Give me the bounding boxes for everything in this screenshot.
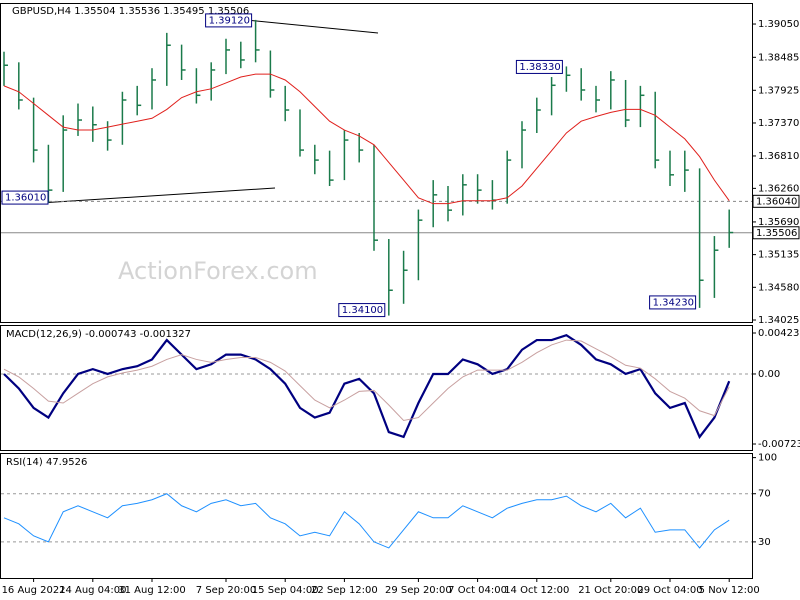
price-box-label: 1.35506 (756, 228, 797, 239)
macd-title: MACD(12,26,9) -0.000743 -0.001327 (6, 329, 191, 340)
indicator-line (3, 493, 730, 549)
y-tick-label: 0.004231 (758, 328, 800, 339)
y-tick-label: 1.34580 (758, 282, 799, 293)
x-tick-label: 7 Oct 04:00 (448, 585, 507, 596)
macd-panel (0, 325, 753, 451)
annotation-label: 1.38330 (519, 62, 560, 73)
y-tick-label: 0.00 (758, 369, 780, 380)
x-tick-label: 16 Aug 2021 (2, 585, 66, 596)
y-tick-label: 1.37925 (758, 85, 799, 96)
price-box-label: 1.36040 (756, 196, 797, 207)
price-title: GBPUSD,H4 1.35504 1.35536 1.35495 1.3550… (12, 6, 249, 17)
x-tick-label: 29 Oct 04:00 (637, 585, 702, 596)
price-box (752, 226, 800, 240)
y-tick-label: 1.36260 (758, 183, 799, 194)
y-tick-label: 1.36810 (758, 151, 799, 162)
x-tick-label: 24 Aug 04:00 (59, 585, 126, 596)
annotation-label: 1.34100 (342, 305, 383, 316)
indicator-line (3, 334, 731, 440)
y-tick-label: -0.00723 (758, 439, 800, 450)
y-tick-label: 70 (758, 489, 771, 500)
annotation-label: 1.36010 (5, 193, 46, 204)
annotation-box (649, 295, 697, 310)
x-tick-label: 29 Sep 20:00 (385, 585, 452, 596)
x-tick-label: 5 Nov 12:00 (699, 585, 760, 596)
x-tick-label: 31 Aug 12:00 (118, 585, 185, 596)
watermark: ActionForex.com (118, 257, 318, 285)
price-box (752, 194, 800, 208)
x-tick-label: 7 Sep 20:00 (196, 585, 256, 596)
y-tick-label: 1.37370 (758, 118, 799, 129)
y-tick-label: 1.35690 (758, 217, 799, 228)
x-tick-label: 22 Sep 12:00 (311, 585, 378, 596)
x-tick-label: 21 Oct 20:00 (578, 585, 643, 596)
moving-average (3, 73, 730, 205)
y-tick-label: 100 (758, 453, 777, 464)
annotation-box (338, 303, 386, 318)
y-tick-label: 1.39050 (758, 19, 799, 30)
y-tick-label: 30 (758, 537, 771, 548)
rsi-panel (0, 453, 753, 579)
annotation-label: 1.34230 (653, 297, 694, 308)
y-tick-label: 1.34025 (758, 315, 799, 326)
rsi-title: RSI(14) 47.9526 (6, 457, 87, 468)
y-tick-label: 1.35135 (758, 250, 799, 261)
annotation-box (205, 13, 253, 28)
trend-line (39, 187, 276, 204)
annotation-box (1, 190, 49, 205)
x-tick-label: 15 Sep 04:00 (252, 585, 319, 596)
annotation-label: 1.39120 (209, 15, 250, 26)
annotation-box (515, 59, 563, 74)
y-tick-label: 1.38485 (758, 52, 799, 63)
x-tick-label: 14 Oct 12:00 (504, 585, 569, 596)
price-panel (0, 3, 753, 323)
indicator-line (3, 339, 730, 422)
